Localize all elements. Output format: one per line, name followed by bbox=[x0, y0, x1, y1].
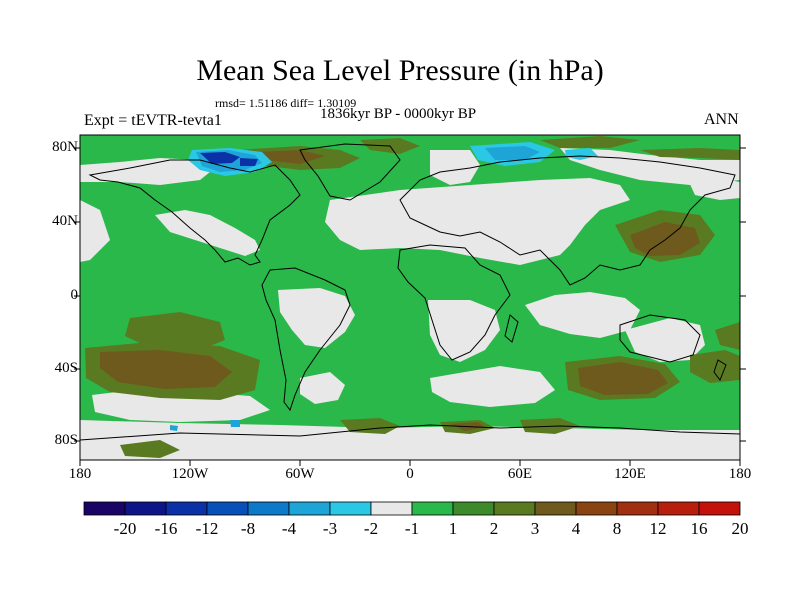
coastlines bbox=[79, 143, 741, 441]
negative-region bbox=[230, 420, 240, 427]
lon-label: 60E bbox=[507, 466, 533, 482]
positive-anomaly-regions bbox=[85, 136, 740, 458]
colorbar-label: 20 bbox=[731, 519, 749, 538]
coastline-greenland bbox=[299, 143, 401, 201]
coastline-africa bbox=[397, 244, 511, 361]
lat-label: 0 bbox=[70, 287, 79, 303]
positive-region bbox=[255, 150, 325, 164]
colorbar-label: 3 bbox=[530, 519, 540, 538]
negative-region bbox=[170, 425, 178, 431]
lon-label: 180 bbox=[728, 466, 752, 482]
positive-region bbox=[125, 312, 225, 350]
lon-label: 0 bbox=[406, 466, 414, 482]
lat-label: 80N bbox=[52, 139, 78, 155]
positive-region bbox=[690, 350, 740, 383]
rmsd-diff-stats: rmsd= 1.51186 diff= 1.30109 bbox=[215, 96, 357, 110]
negative-region bbox=[485, 146, 540, 160]
positive-region bbox=[640, 148, 740, 160]
near-zero-region bbox=[80, 158, 215, 185]
colorbar-label: 16 bbox=[690, 519, 708, 538]
colorbar-label: 8 bbox=[612, 519, 622, 538]
coastline-south-america bbox=[261, 267, 351, 412]
lat-label: 40S bbox=[54, 360, 78, 376]
page-title: Mean Sea Level Pressure (in hPa) bbox=[196, 54, 604, 87]
positive-region bbox=[715, 322, 740, 350]
coastline-antarctica bbox=[79, 424, 741, 441]
negative-anomaly-regions bbox=[170, 142, 598, 431]
near-zero-region bbox=[278, 288, 355, 348]
near-zero-region bbox=[428, 300, 500, 362]
near-zero-region bbox=[300, 372, 345, 404]
near-zero-region bbox=[325, 178, 630, 265]
colorbar-label: -4 bbox=[281, 519, 297, 538]
near-zero-region bbox=[80, 200, 110, 262]
colorbar-label: 2 bbox=[489, 519, 499, 538]
colorbar-label: -16 bbox=[154, 519, 178, 538]
negative-region bbox=[240, 158, 258, 166]
near-zero-region bbox=[625, 318, 705, 362]
positive-region bbox=[540, 136, 640, 148]
positive-region bbox=[630, 222, 700, 256]
lon-label: 120E bbox=[614, 466, 646, 482]
colorbar-label: 12 bbox=[649, 519, 667, 538]
coastline-australia bbox=[619, 314, 701, 363]
colorbar-label: 1 bbox=[448, 519, 458, 538]
lon-label: 180 bbox=[68, 466, 92, 482]
colorbar-label: -1 bbox=[404, 519, 420, 538]
near-zero-region bbox=[430, 366, 555, 407]
near-zero-region bbox=[688, 178, 740, 200]
map-ticks bbox=[74, 147, 746, 466]
time-period: 1836kyr BP - 0000kyr BP bbox=[320, 106, 477, 122]
coastline-new-zealand bbox=[713, 359, 727, 382]
positive-region bbox=[120, 440, 180, 458]
coastline-eurasia bbox=[399, 155, 736, 286]
colorbar-label: -3 bbox=[322, 519, 338, 538]
colorbar-label: -8 bbox=[240, 519, 256, 538]
lat-label: 40N bbox=[52, 213, 78, 229]
colorbar-label: -2 bbox=[363, 519, 379, 538]
lon-label: 60W bbox=[285, 466, 315, 482]
colorbar-label: -20 bbox=[113, 519, 137, 538]
near-zero-region bbox=[525, 292, 640, 338]
colorbar-label: 4 bbox=[571, 519, 581, 538]
coastline-madagascar bbox=[504, 314, 519, 343]
season-label: ANN bbox=[704, 111, 739, 128]
negative-region bbox=[200, 152, 240, 164]
near-zero-regions bbox=[80, 148, 740, 460]
coastline-north-america bbox=[88, 159, 301, 266]
near-zero-region bbox=[80, 420, 740, 460]
near-zero-region bbox=[430, 150, 480, 185]
negative-region bbox=[565, 148, 598, 160]
lon-label: 120W bbox=[171, 466, 209, 482]
lat-label: 80S bbox=[54, 432, 78, 448]
positive-region bbox=[578, 362, 668, 395]
colorbar-label: -12 bbox=[195, 519, 219, 538]
experiment-label: Expt = tEVTR-tevta1 bbox=[84, 112, 222, 129]
near-zero-region bbox=[155, 210, 260, 256]
positive-region bbox=[100, 350, 232, 389]
